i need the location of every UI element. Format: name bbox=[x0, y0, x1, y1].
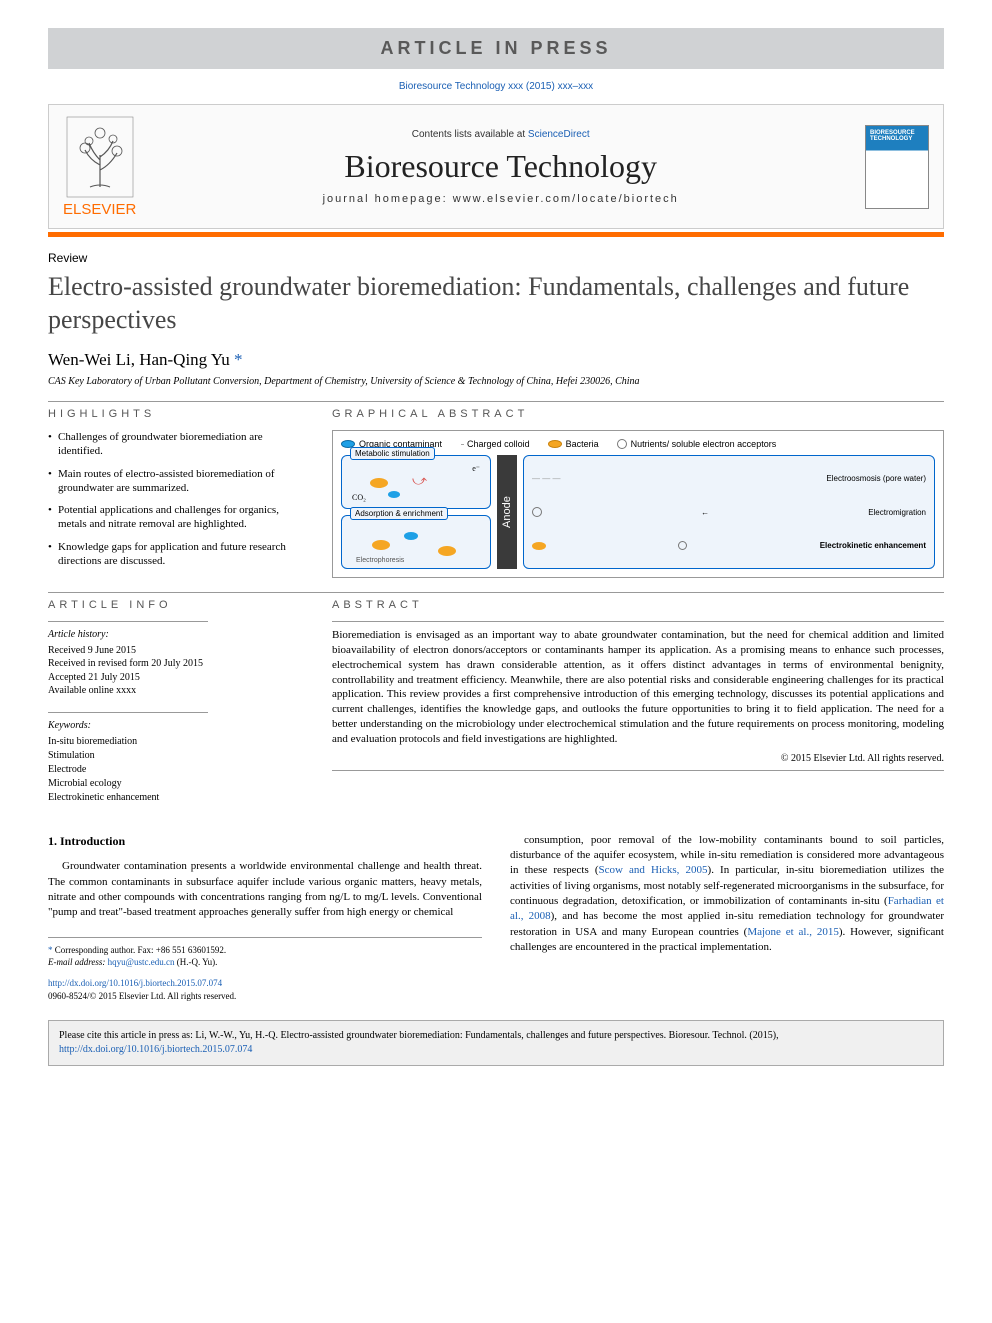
top-citation: Bioresource Technology xxx (2015) xxx–xx… bbox=[48, 81, 944, 92]
doi-link[interactable]: http://dx.doi.org/10.1016/j.biortech.201… bbox=[48, 978, 222, 988]
ga-anode: Anode bbox=[497, 455, 517, 569]
article-history: Article history: Received 9 June 2015 Re… bbox=[48, 628, 308, 698]
list-item: Potential applications and challenges fo… bbox=[48, 503, 308, 532]
contents-line: Contents lists available at ScienceDirec… bbox=[150, 129, 851, 140]
journal-homepage: journal homepage: www.elsevier.com/locat… bbox=[150, 193, 851, 205]
body-column-right: consumption, poor removal of the low-mob… bbox=[510, 833, 944, 1003]
section-heading-intro: 1. Introduction bbox=[48, 833, 482, 850]
journal-header: ELSEVIER Contents lists available at Sci… bbox=[48, 104, 944, 229]
publisher-name: ELSEVIER bbox=[63, 201, 136, 218]
orange-divider bbox=[48, 232, 944, 237]
abstract-text: Bioremediation is envisaged as an import… bbox=[332, 628, 944, 747]
corresponding-author-footer: * Corresponding author. Fax: +86 551 636… bbox=[48, 937, 482, 969]
corresponding-author-mark[interactable]: * bbox=[234, 350, 243, 369]
highlights-list: Challenges of groundwater bioremediation… bbox=[48, 430, 308, 568]
ga-pane-adsorption: Adsorption & enrichment Electrophoresis bbox=[341, 515, 491, 569]
journal-cover-thumb bbox=[865, 125, 929, 209]
highlights-heading: HIGHLIGHTS bbox=[48, 408, 308, 420]
keywords: Keywords: In-situ bioremediation Stimula… bbox=[48, 719, 308, 805]
body-column-left: 1. Introduction Groundwater contaminatio… bbox=[48, 833, 482, 1003]
citation-footer-box: Please cite this article in press as: Li… bbox=[48, 1020, 944, 1066]
article-title: Electro-assisted groundwater bioremediat… bbox=[48, 271, 944, 336]
graphical-abstract-heading: GRAPHICAL ABSTRACT bbox=[332, 408, 944, 420]
affiliation: CAS Key Laboratory of Urban Pollutant Co… bbox=[48, 376, 944, 387]
sciencedirect-link[interactable]: ScienceDirect bbox=[528, 129, 590, 140]
journal-title: Bioresource Technology bbox=[150, 148, 851, 185]
citation-link[interactable]: Scow and Hicks, 2005 bbox=[599, 864, 708, 876]
citation-link[interactable]: Majone et al., 2015 bbox=[747, 926, 839, 938]
press-banner: ARTICLE IN PRESS bbox=[48, 28, 944, 69]
graphical-abstract: Organic contaminant ···Charged colloid B… bbox=[332, 430, 944, 578]
list-item: Challenges of groundwater bioremediation… bbox=[48, 430, 308, 459]
publisher-logo: ELSEVIER bbox=[63, 115, 136, 218]
article-type: Review bbox=[48, 251, 944, 265]
article-info-heading: ARTICLE INFO bbox=[48, 599, 308, 611]
body-paragraph: Groundwater contamination presents a wor… bbox=[48, 859, 482, 921]
ga-right-pane: — — —Electroosmosis (pore water) ←Electr… bbox=[523, 455, 935, 569]
authors: Wen-Wei Li, Han-Qing Yu * bbox=[48, 350, 944, 370]
author-email-link[interactable]: hqyu@ustc.edu.cn bbox=[108, 957, 175, 967]
list-item: Main routes of electro-assisted bioremed… bbox=[48, 467, 308, 496]
doi-block: http://dx.doi.org/10.1016/j.biortech.201… bbox=[48, 977, 482, 1002]
abstract-heading: ABSTRACT bbox=[332, 599, 944, 611]
footer-doi-link[interactable]: http://dx.doi.org/10.1016/j.biortech.201… bbox=[59, 1044, 252, 1055]
elsevier-tree-icon bbox=[65, 115, 135, 199]
ga-pane-metabolic: Metabolic stimulation ⤻ e⁻ CO₂ bbox=[341, 455, 491, 509]
abstract-copyright: © 2015 Elsevier Ltd. All rights reserved… bbox=[332, 753, 944, 764]
body-paragraph: consumption, poor removal of the low-mob… bbox=[510, 833, 944, 956]
list-item: Knowledge gaps for application and futur… bbox=[48, 540, 308, 569]
